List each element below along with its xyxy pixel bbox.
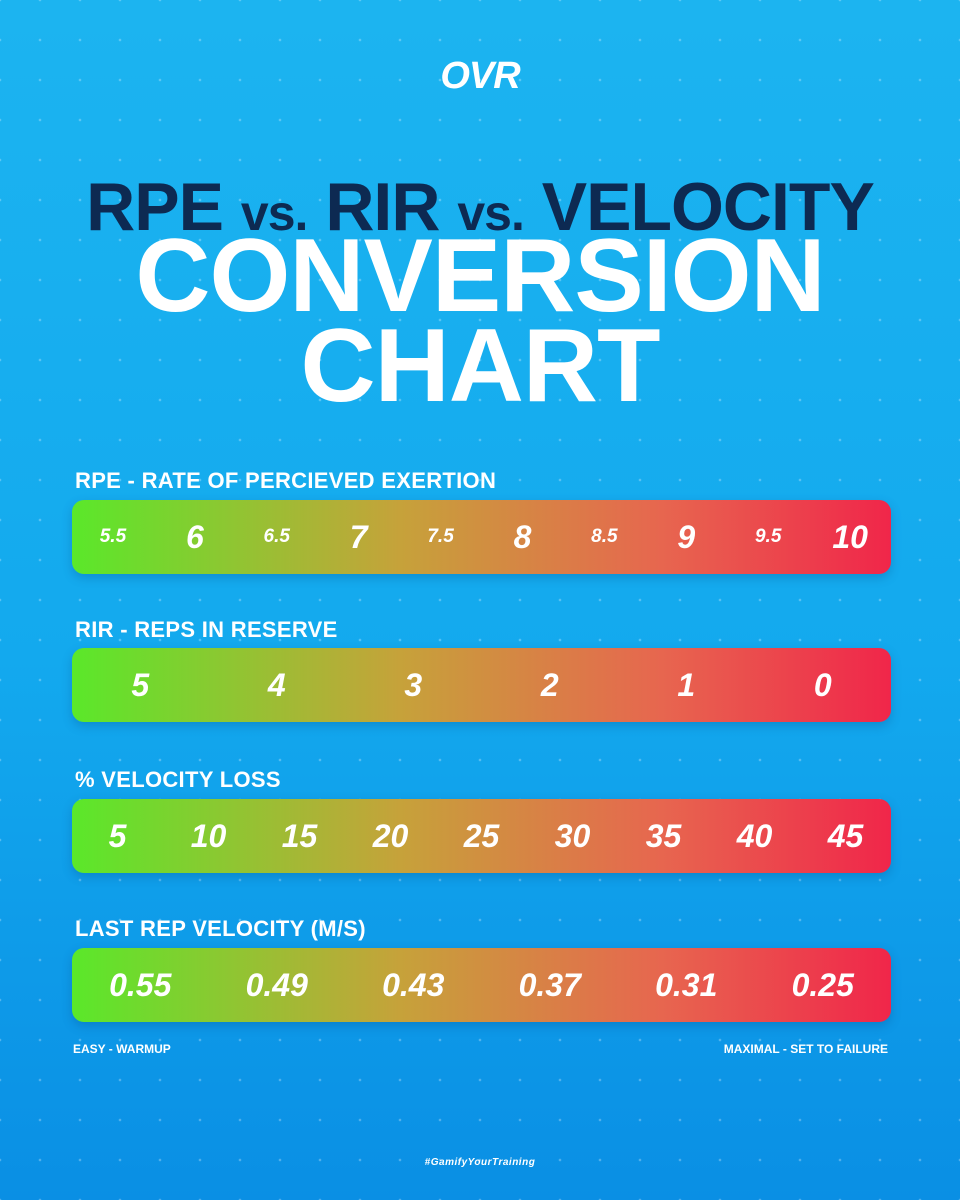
rir-value: 1 — [677, 666, 696, 703]
last-rep-velocity-value: 0.43 — [382, 966, 445, 1003]
last-rep-velocity-value: 0.37 — [518, 966, 581, 1003]
rpe-value: 6 — [185, 518, 204, 555]
last-rep-velocity-value: 0.49 — [245, 966, 308, 1003]
rpe-value: 7.5 — [427, 526, 454, 547]
velocity-loss-label: % VELOCITY LOSS — [75, 767, 281, 792]
rir-value: 3 — [404, 666, 423, 703]
velocity-loss-value: 40 — [736, 817, 773, 854]
last-rep-velocity-label: LAST REP VELOCITY (M/S) — [75, 916, 366, 941]
last-rep-velocity-value: 0.25 — [791, 966, 854, 1003]
rpe-value: 8 — [513, 518, 532, 555]
title-vs-2: vs. — [457, 185, 525, 241]
rpe-value: 9.5 — [754, 526, 782, 547]
rpe-value: 5.5 — [99, 526, 127, 547]
velocity-loss-value: 45 — [827, 817, 864, 854]
maximal-failure-caption: MAXIMAL - SET TO FAILURE — [723, 1042, 888, 1056]
title-velocity: VELOCITY — [541, 169, 875, 245]
last-rep-velocity-value: 0.55 — [109, 966, 172, 1003]
velocity-loss-value: 10 — [190, 817, 227, 854]
title-line-3: CHART — [300, 308, 661, 424]
title-vs-1: vs. — [240, 185, 309, 241]
rir-value: 4 — [267, 666, 286, 703]
velocity-loss-value: 25 — [463, 817, 500, 854]
title-line-2: CONVERSION — [135, 218, 825, 334]
velocity-loss-value: 35 — [645, 817, 682, 854]
velocity-loss-scale-bar: 5 10 15 20 25 30 35 40 45 — [72, 799, 891, 873]
title-line-1: RPE vs. RIR vs. VELOCITY — [0, 168, 960, 246]
rir-scale-bar: 5 4 3 2 1 0 — [72, 648, 891, 722]
velocity-loss-value: 15 — [281, 817, 318, 854]
title-rpe: RPE — [86, 169, 224, 245]
rpe-scale-bar: 5.5 6 6.5 7 7.5 8 8.5 9 9.5 10 — [72, 500, 891, 574]
rpe-value: 7 — [349, 518, 368, 555]
velocity-loss-value: 20 — [372, 817, 409, 854]
easy-warmup-caption: EASY - WARMUP — [73, 1042, 171, 1056]
title-rir: RIR — [325, 169, 440, 245]
rpe-value: 8.5 — [591, 526, 618, 547]
last-rep-velocity-value: 0.31 — [655, 966, 718, 1003]
rpe-label: RPE - RATE OF PERCIEVED EXERTION — [75, 468, 497, 493]
rir-value: 5 — [131, 666, 150, 703]
hashtag-footer: #GamifyYourTraining — [424, 1157, 536, 1168]
rpe-value: 9 — [677, 518, 696, 555]
rir-value: 2 — [540, 666, 559, 703]
rir-value: 0 — [813, 666, 832, 703]
rpe-value: 6.5 — [263, 526, 290, 547]
ovr-logo: OVR — [440, 55, 520, 97]
velocity-loss-value: 30 — [554, 817, 591, 854]
velocity-loss-value: 5 — [108, 817, 127, 854]
rpe-value: 10 — [832, 518, 868, 555]
rir-label: RIR - REPS IN RESERVE — [75, 617, 338, 642]
last-rep-velocity-scale-bar: 0.55 0.49 0.43 0.37 0.31 0.25 — [72, 948, 891, 1022]
